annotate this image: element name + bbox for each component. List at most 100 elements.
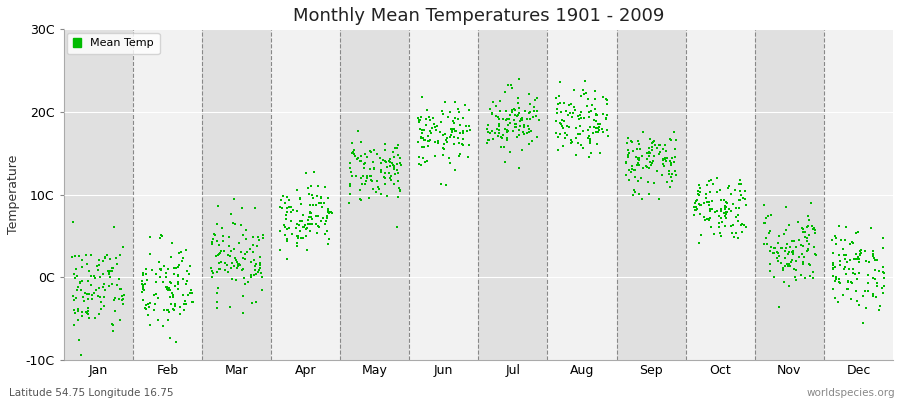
Point — [249, 270, 264, 277]
Point — [299, 170, 313, 176]
Point — [530, 108, 544, 114]
Point — [621, 154, 635, 160]
Point — [386, 149, 400, 155]
Legend: Mean Temp: Mean Temp — [67, 33, 159, 54]
Point — [393, 187, 408, 194]
Point — [139, 306, 153, 312]
Point — [356, 173, 370, 179]
Point — [838, 237, 852, 243]
Point — [428, 126, 443, 133]
Point — [853, 247, 868, 253]
Point — [655, 171, 670, 178]
Point — [234, 222, 248, 228]
Point — [278, 224, 293, 230]
Point — [367, 165, 382, 172]
Point — [515, 116, 529, 123]
Point — [626, 167, 641, 173]
Point — [631, 156, 645, 162]
Point — [291, 233, 305, 240]
Point — [632, 155, 646, 162]
Point — [104, 268, 119, 274]
Point — [422, 137, 436, 143]
Point — [486, 136, 500, 142]
Point — [422, 114, 436, 120]
Point — [378, 147, 392, 153]
Point — [207, 230, 221, 237]
Point — [525, 137, 539, 144]
Point — [86, 290, 101, 296]
Point — [446, 141, 461, 148]
Point — [575, 144, 590, 151]
Point — [509, 124, 524, 131]
Point — [688, 204, 703, 210]
Point — [778, 255, 792, 262]
Point — [556, 118, 571, 124]
Point — [314, 200, 328, 207]
Point — [96, 294, 111, 300]
Point — [580, 90, 594, 96]
Point — [622, 177, 636, 183]
Point — [511, 105, 526, 112]
Point — [244, 274, 258, 280]
Point — [170, 281, 184, 287]
Point — [850, 256, 864, 262]
Point — [767, 245, 781, 251]
Point — [770, 255, 784, 261]
Point — [415, 127, 429, 134]
Point — [441, 114, 455, 120]
Point — [246, 249, 260, 255]
Point — [81, 305, 95, 312]
Point — [771, 258, 786, 264]
Point — [631, 138, 645, 144]
Point — [550, 105, 564, 112]
Point — [302, 214, 316, 220]
Point — [808, 252, 823, 258]
Bar — [340, 29, 410, 360]
Point — [320, 214, 334, 221]
Point — [96, 284, 111, 290]
Point — [852, 256, 867, 263]
Point — [463, 142, 477, 148]
Point — [508, 121, 522, 127]
Point — [456, 136, 471, 142]
Point — [707, 231, 722, 238]
Point — [212, 266, 226, 272]
Point — [514, 116, 528, 122]
Point — [154, 266, 168, 272]
Point — [631, 178, 645, 184]
Point — [356, 161, 371, 167]
Point — [703, 206, 717, 212]
Point — [646, 138, 661, 145]
Point — [858, 248, 872, 254]
Point — [663, 158, 678, 164]
Point — [657, 163, 671, 169]
Point — [452, 109, 466, 116]
Point — [631, 191, 645, 197]
Point — [75, 278, 89, 284]
Bar — [824, 29, 893, 360]
Point — [644, 147, 659, 154]
Point — [757, 202, 771, 208]
Point — [450, 116, 464, 122]
Point — [668, 146, 682, 152]
Point — [412, 126, 427, 132]
Point — [447, 166, 462, 173]
Point — [564, 140, 579, 146]
Point — [153, 274, 167, 280]
Point — [589, 124, 603, 131]
Point — [89, 287, 104, 293]
Point — [845, 240, 859, 247]
Point — [836, 246, 850, 252]
Point — [590, 111, 604, 118]
Point — [289, 225, 303, 231]
Point — [667, 158, 681, 165]
Point — [699, 199, 714, 206]
Point — [790, 219, 805, 225]
Point — [354, 158, 368, 165]
Point — [248, 272, 262, 278]
Point — [296, 234, 310, 241]
Point — [72, 253, 86, 259]
Point — [698, 214, 712, 220]
Point — [452, 152, 466, 159]
Point — [866, 291, 880, 297]
